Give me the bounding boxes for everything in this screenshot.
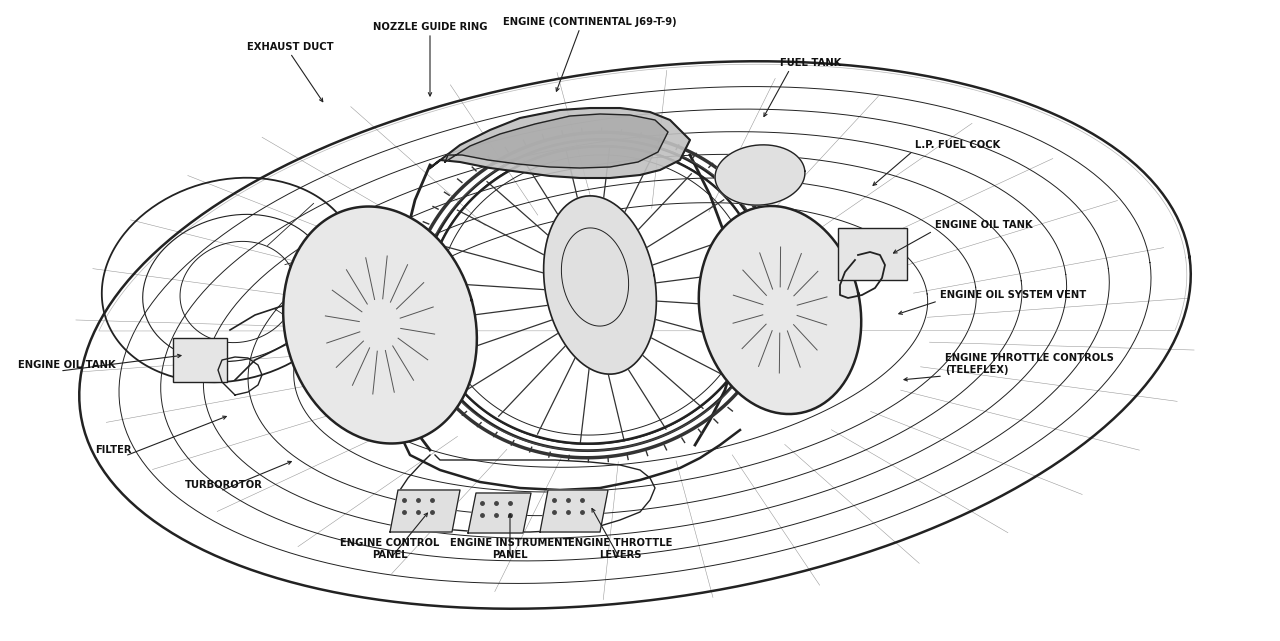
Text: ENGINE CONTROL
PANEL: ENGINE CONTROL PANEL	[340, 538, 440, 560]
Text: L.P. FUEL COCK: L.P. FUEL COCK	[915, 140, 1000, 150]
Polygon shape	[730, 246, 831, 374]
Polygon shape	[430, 108, 690, 178]
Polygon shape	[468, 493, 531, 533]
Polygon shape	[544, 196, 657, 374]
Polygon shape	[390, 490, 460, 532]
Text: ENGINE THROTTLE CONTROLS
(TELEFLEX): ENGINE THROTTLE CONTROLS (TELEFLEX)	[945, 353, 1114, 375]
Text: ENGINE OIL TANK: ENGINE OIL TANK	[18, 360, 115, 370]
Polygon shape	[713, 225, 846, 395]
Text: ENGINE OIL TANK: ENGINE OIL TANK	[934, 220, 1033, 230]
Text: ENGINE OIL SYSTEM VENT: ENGINE OIL SYSTEM VENT	[940, 290, 1087, 300]
Text: EXHAUST DUCT: EXHAUST DUCT	[247, 42, 333, 52]
Polygon shape	[699, 206, 861, 414]
Polygon shape	[321, 254, 438, 396]
Text: ENGINE THROTTLE
LEVERS: ENGINE THROTTLE LEVERS	[568, 538, 672, 560]
Text: TURBOROTOR: TURBOROTOR	[186, 480, 262, 490]
Polygon shape	[445, 114, 668, 168]
Text: NOZZLE GUIDE RING: NOZZLE GUIDE RING	[372, 22, 488, 32]
Polygon shape	[716, 145, 805, 205]
Text: FUEL TANK: FUEL TANK	[780, 58, 841, 68]
FancyBboxPatch shape	[173, 338, 227, 382]
Text: FILTER: FILTER	[95, 445, 132, 455]
Text: ENGINE INSTRUMENT
PANEL: ENGINE INSTRUMENT PANEL	[451, 538, 570, 560]
FancyBboxPatch shape	[838, 228, 908, 280]
Polygon shape	[283, 206, 477, 444]
Polygon shape	[301, 228, 460, 422]
Text: ENGINE (CONTINENTAL J69-T-9): ENGINE (CONTINENTAL J69-T-9)	[503, 17, 677, 27]
Polygon shape	[540, 490, 608, 532]
